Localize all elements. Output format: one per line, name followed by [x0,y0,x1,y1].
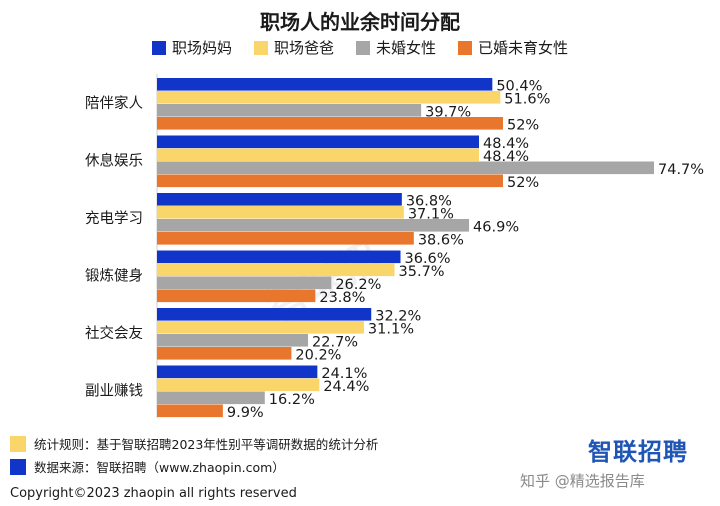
data-label: 51.6% [504,91,550,107]
data-label: 35.7% [399,264,445,280]
data-label: 36.8% [406,193,452,209]
bar-chart: 陪伴家人 50.4%51.6% 39.7% 52% 休息娱乐 48.4%48.4% 74.7… [85,74,704,421]
zhihu-watermark: 知乎 @精选报告库 [520,472,645,490]
chart-title: 职场人的业余时间分配 [260,10,460,34]
data-label: 52% [507,117,539,133]
bar [157,308,372,321]
data-label: 31.1% [368,321,414,337]
bar [157,334,309,347]
category-label: 充电学习 [85,210,143,227]
category-label: 社交会友 [85,324,143,342]
data-label: 22.7% [312,334,358,350]
bar [157,250,401,264]
bar [157,276,332,290]
bar [157,161,654,175]
legend-item-dads: 职场爸爸 [253,37,334,58]
legend-item-married-no-kids: 已婚未育女性 [458,37,568,58]
bar [157,378,320,392]
bar [157,289,316,303]
legend-item-moms: 职场妈妈 [151,37,232,58]
copyright: Copyright©2023 zhaopin all rights reserv… [10,486,297,501]
legend-label-dads: 职场爸爸 [273,39,334,57]
legend-swatch-married-no-kids [458,40,473,55]
category-label: 锻炼健身 [85,268,143,285]
data-label: 16.2% [269,392,315,408]
bar [157,219,470,232]
data-label: 9.9% [227,405,264,421]
legend-label-single-women: 未婚女性 [376,39,437,57]
legend-item-single-women: 未婚女性 [356,37,436,58]
legend-swatch-single-women [356,40,370,55]
data-label: 50.4% [496,78,542,94]
note-rule-swatch [10,435,26,452]
data-label: 32.2% [375,308,421,324]
data-label: 39.7% [425,104,471,120]
data-label: 36.6% [405,251,451,267]
bar [157,404,223,418]
note-rule-text: 统计规则：基于智联招聘2023年性别平等调研数据的统计分析 [34,437,379,452]
category-label: 副业赚钱 [85,383,143,400]
legend-swatch-moms [151,40,166,55]
note-source-swatch [10,458,26,475]
bar [157,206,404,219]
note-source: 数据来源：智联招聘（www.zhaopin.com） [10,457,285,476]
bar [157,347,292,360]
note-source-text: 数据来源：智联招聘（www.zhaopin.com） [34,460,285,475]
brand-logo: 智联招聘 [588,438,688,466]
data-label: 38.6% [418,232,464,248]
category-label: 休息娱乐 [85,153,143,170]
bar [157,232,414,245]
data-label: 24.4% [323,379,369,395]
data-label: 20.2% [295,347,341,363]
data-label: 74.7% [658,162,704,178]
bar [157,391,265,405]
data-label: 52% [507,175,539,191]
bar [157,365,318,379]
legend-label-married-no-kids: 已婚未育女性 [478,39,569,57]
bar [157,263,395,277]
bar [157,135,480,149]
legend: 职场妈妈 职场爸爸 未婚女性 已婚未育女性 [0,37,720,58]
data-label: 23.8% [319,290,365,306]
data-label: 24.1% [321,366,367,382]
bar [157,91,501,104]
note-rule: 统计规则：基于智联招聘2023年性别平等调研数据的统计分析 [10,434,378,453]
category-label: 陪伴家人 [85,95,143,112]
legend-swatch-dads [253,40,268,55]
data-label: 46.9% [473,219,519,235]
data-label: 48.4% [483,149,529,165]
bar [157,148,480,162]
bar [157,174,503,188]
legend-label-moms: 职场妈妈 [171,39,232,57]
bar [157,104,422,117]
bar [157,321,364,334]
bar [157,78,493,91]
data-label: 37.1% [408,206,454,222]
bar [157,193,402,206]
data-label: 26.2% [335,277,381,293]
bar [157,117,503,130]
data-label: 48.4% [483,136,529,152]
